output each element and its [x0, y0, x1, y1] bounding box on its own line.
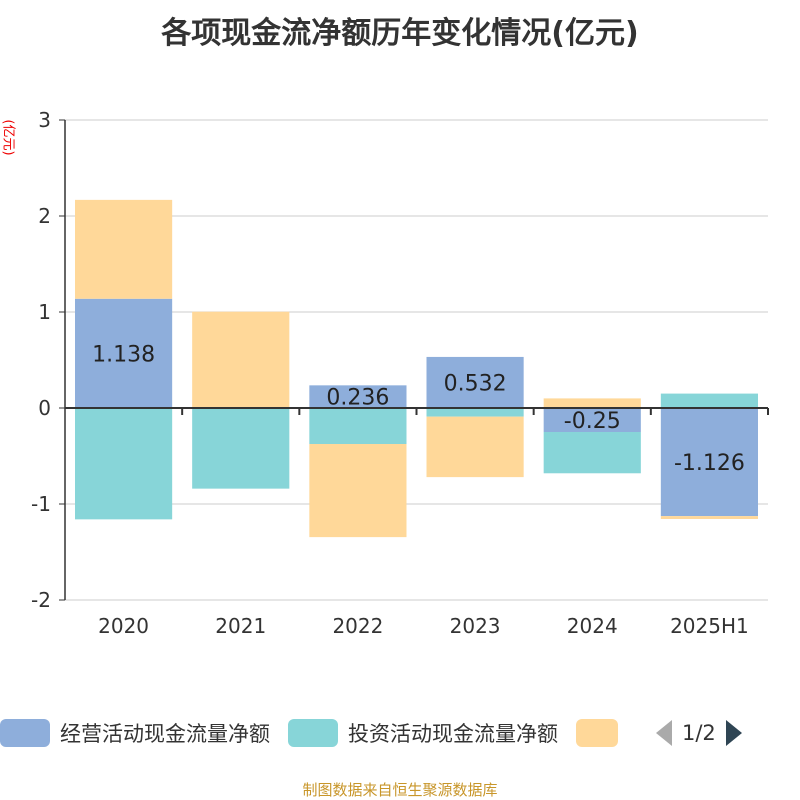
legend-item-operating[interactable]: 经营活动现金流量净额 — [0, 718, 270, 748]
legend: 经营活动现金流量净额 投资活动现金流量净额 1/2 — [0, 718, 742, 748]
footer-source: 制图数据来自恒生聚源数据库 — [302, 781, 498, 799]
bar-2 — [75, 199, 173, 299]
bar-0 — [660, 408, 758, 517]
bar-1 — [192, 408, 290, 489]
x-tick-label: 2023 — [450, 614, 501, 638]
legend-page: 1/2 — [682, 721, 716, 745]
y-tick-label: 2 — [38, 204, 51, 228]
legend-swatch — [576, 719, 618, 747]
y-tick-label: 3 — [38, 108, 51, 132]
bar-1 — [75, 408, 173, 520]
bar-2 — [543, 398, 641, 408]
chart-title: 各项现金流净额历年变化情况(亿元) — [161, 16, 639, 51]
bar-1 — [543, 432, 641, 474]
x-tick-label: 2024 — [567, 614, 618, 638]
bar-0 — [426, 356, 524, 408]
data-label: 0.532 — [444, 371, 507, 396]
x-tick-label: 2021 — [215, 614, 266, 638]
data-label: 1.138 — [92, 342, 155, 367]
legend-label: 经营活动现金流量净额 — [60, 722, 270, 746]
bar-1 — [660, 393, 758, 408]
legend-swatch — [0, 719, 50, 747]
data-label: -1.126 — [674, 451, 745, 476]
legend-label: 投资活动现金流量净额 — [348, 722, 558, 746]
x-tick-label: 2020 — [98, 614, 149, 638]
bar-2 — [309, 444, 407, 538]
y-tick-label: -2 — [31, 588, 51, 612]
legend-item-financing[interactable] — [576, 719, 638, 747]
data-label: -0.25 — [564, 409, 621, 434]
y-tick-label: 1 — [38, 300, 51, 324]
y-tick-label: 0 — [38, 396, 51, 420]
y-tick-label: -1 — [31, 492, 51, 516]
bar-0 — [309, 385, 407, 408]
bar-2 — [426, 416, 524, 478]
bar-0 — [543, 408, 641, 432]
bar-2 — [660, 516, 758, 519]
bar-0 — [75, 298, 173, 408]
chart-area: 3 2 1 0 -1 -2 1.138 2020 2021 0.236 2022 0.532 2023 -… — [31, 108, 769, 638]
legend-item-investing[interactable]: 投资活动现金流量净额 — [288, 718, 558, 748]
bar-1 — [426, 408, 524, 417]
bar-1 — [309, 408, 407, 444]
data-label: 0.236 — [326, 386, 389, 411]
legend-next-icon[interactable] — [725, 720, 742, 746]
x-tick-label: 2025H1 — [670, 614, 749, 638]
bar-2 — [192, 311, 290, 408]
legend-swatch — [288, 719, 338, 747]
x-tick-label: 2022 — [332, 614, 383, 638]
legend-prev-icon[interactable] — [656, 720, 672, 746]
